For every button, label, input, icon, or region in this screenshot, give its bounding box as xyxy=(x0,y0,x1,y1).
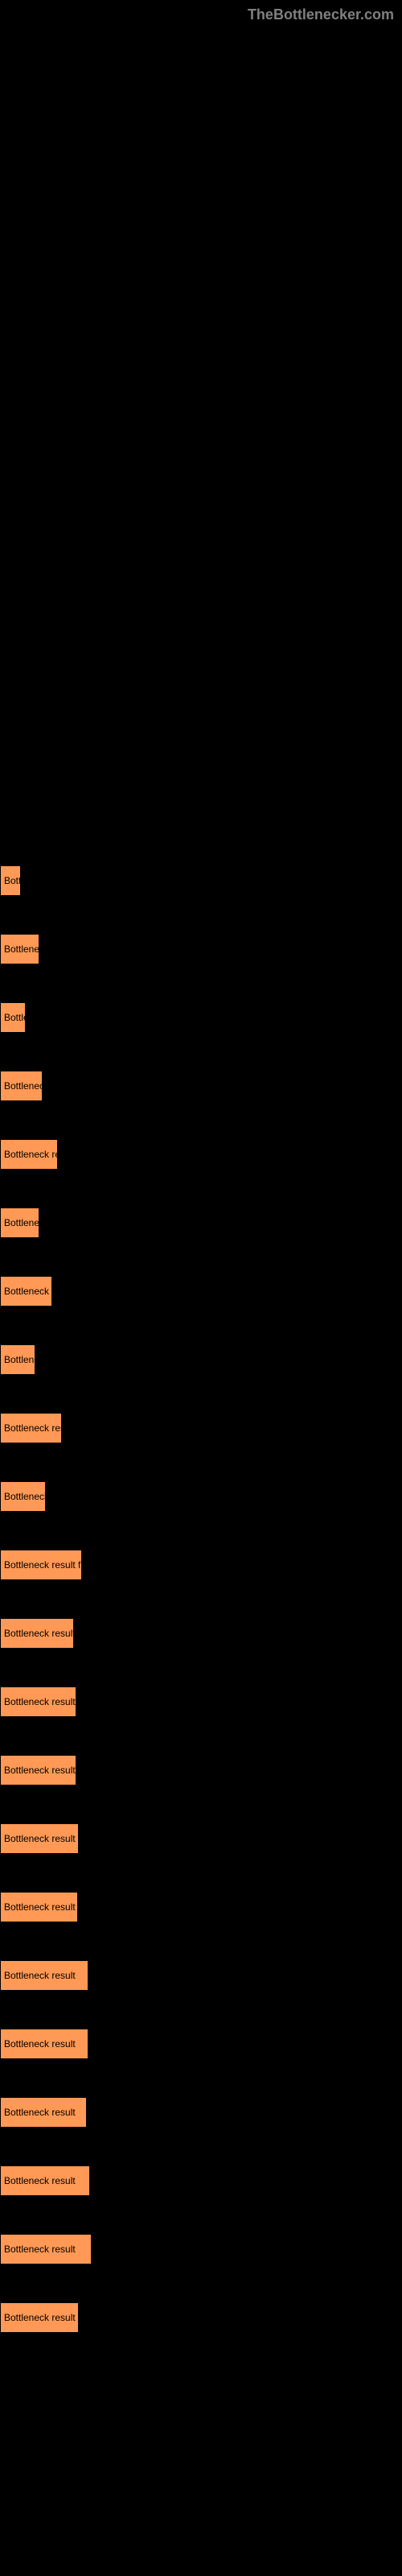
bar-label: Bottleneck result xyxy=(4,1765,76,1776)
chart-bar: Bottleneck re xyxy=(0,1139,58,1170)
bar-label: Bottle xyxy=(4,1012,26,1023)
bar-label: Bottleneck result xyxy=(4,1628,74,1639)
bar-label: Bottleneck result f xyxy=(4,1559,80,1571)
chart-bar: Bottleneck result xyxy=(0,1960,88,1991)
bar-label: Bottleneck result xyxy=(4,2312,76,2323)
chart-bar: Bottlenec xyxy=(0,1208,39,1238)
bar-label: Bottlenec xyxy=(4,1217,39,1228)
bar-row: Bottleneck result xyxy=(0,1618,74,1649)
bar-row: Bottle xyxy=(0,1002,26,1033)
bar-row: Bott xyxy=(0,865,21,896)
bar-row: Bottleneck r xyxy=(0,1276,52,1307)
bar-label: Bottleneck result xyxy=(4,1696,76,1707)
bar-label: Bottleneck xyxy=(4,1491,46,1502)
bar-row: Bottleneck xyxy=(0,1071,43,1101)
bar-row: Bottleneck xyxy=(0,1481,46,1512)
bar-row: Bottleneck re xyxy=(0,1139,58,1170)
bar-label: Bott xyxy=(4,875,21,886)
bar-label: Bottleneck result xyxy=(4,2244,76,2255)
bar-row: Bottlene xyxy=(0,1344,35,1375)
bar-label: Bottleneck xyxy=(4,1080,43,1092)
chart-container: Bott Bottlenec Bottle Bottleneck Bottleneck … xyxy=(0,0,402,2576)
bar-row: Bottleneck result xyxy=(0,2029,88,2059)
bar-row: Bottleneck result xyxy=(0,1823,79,1854)
chart-bar: Bottleneck result xyxy=(0,1892,78,1922)
bar-label: Bottleneck result xyxy=(4,1833,76,1844)
bar-label: Bottleneck result xyxy=(4,2038,76,2050)
bar-label: Bottleneck re xyxy=(4,1149,58,1160)
chart-bar: Bottleneck result f xyxy=(0,1550,82,1580)
chart-bar: Bottleneck result xyxy=(0,2234,92,2264)
bar-label: Bottleneck r xyxy=(4,1286,52,1297)
bar-label: Bottlenec xyxy=(4,943,39,955)
chart-bar: Bottleneck result xyxy=(0,1686,76,1717)
bar-row: Bottlenec xyxy=(0,1208,39,1238)
bar-row: Bottleneck result xyxy=(0,2234,92,2264)
chart-bar: Bottleneck result xyxy=(0,1755,76,1785)
bar-row: Bottleneck result xyxy=(0,1892,78,1922)
chart-bar: Bottleneck result xyxy=(0,2165,90,2196)
chart-bar: Bottleneck xyxy=(0,1071,43,1101)
bar-row: Bottleneck result xyxy=(0,1960,88,1991)
bar-row: Bottleneck result xyxy=(0,1686,76,1717)
bar-row: Bottleneck result xyxy=(0,1755,76,1785)
chart-bar: Bottleneck xyxy=(0,1481,46,1512)
chart-bar: Bottleneck result xyxy=(0,1823,79,1854)
bar-label: Bottlene xyxy=(4,1354,35,1365)
bar-row: Bottleneck result xyxy=(0,2165,90,2196)
chart-bar: Bottleneck result xyxy=(0,1618,74,1649)
bar-label: Bottleneck result xyxy=(4,2107,76,2118)
chart-bar: Bottleneck r xyxy=(0,1276,52,1307)
chart-bar: Bottleneck result xyxy=(0,2302,79,2333)
bar-label: Bottleneck result xyxy=(4,2175,76,2186)
chart-bar: Bottleneck result xyxy=(0,2029,88,2059)
chart-bar: Bottlene xyxy=(0,1344,35,1375)
bar-row: Bottlenec xyxy=(0,934,39,964)
bar-label: Bottleneck res xyxy=(4,1422,62,1434)
chart-bar: Bott xyxy=(0,865,21,896)
bar-label: Bottleneck result xyxy=(4,1970,76,1981)
chart-bar: Bottleneck res xyxy=(0,1413,62,1443)
bar-row: Bottleneck result xyxy=(0,2302,79,2333)
bar-row: Bottleneck res xyxy=(0,1413,62,1443)
bar-row: Bottleneck result xyxy=(0,2097,87,2128)
bar-row: Bottleneck result f xyxy=(0,1550,82,1580)
chart-bar: Bottle xyxy=(0,1002,26,1033)
chart-bar: Bottleneck result xyxy=(0,2097,87,2128)
bar-label: Bottleneck result xyxy=(4,1901,76,1913)
chart-bar: Bottlenec xyxy=(0,934,39,964)
